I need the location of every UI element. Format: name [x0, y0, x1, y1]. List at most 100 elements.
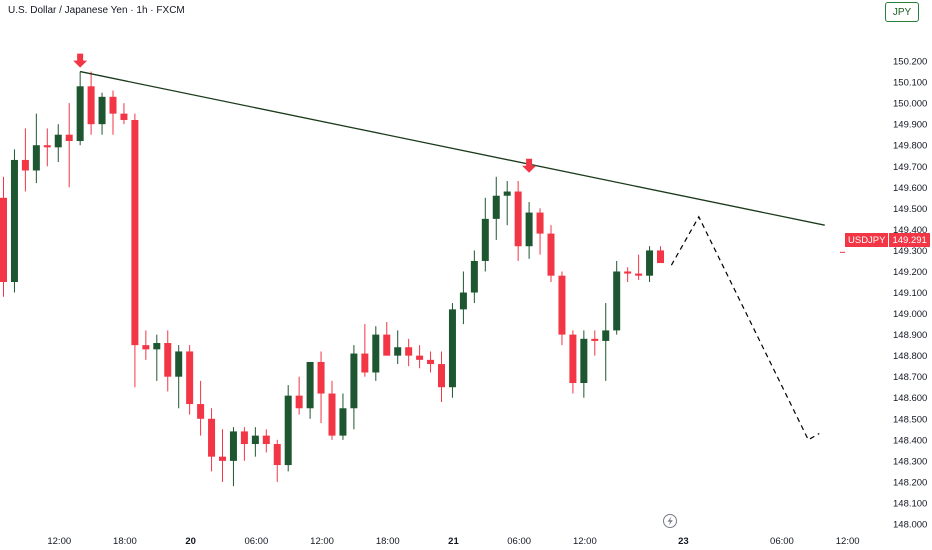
candle: [197, 380, 205, 436]
candle: [229, 427, 237, 487]
time-tick-label: 12:00: [573, 536, 597, 547]
candle: [591, 330, 599, 356]
candle: [569, 330, 577, 394]
time-tick-label: 12:00: [310, 536, 334, 547]
candle-body: [361, 353, 369, 373]
candle-body: [372, 334, 380, 373]
candle-body: [317, 361, 325, 394]
candle: [602, 303, 610, 381]
lightning-icon[interactable]: [663, 514, 677, 528]
candle-body: [328, 393, 336, 436]
time-tick-label: 06:00: [770, 536, 794, 547]
candle: [481, 197, 489, 272]
candle-body: [120, 113, 128, 120]
price-tick-label: 149.500: [893, 204, 927, 215]
price-tick-label: 149.700: [893, 162, 927, 173]
candle: [405, 338, 413, 367]
candle: [175, 345, 183, 409]
candle-body: [405, 347, 413, 356]
price-tick-label: 148.300: [893, 456, 927, 467]
candle-body: [591, 338, 599, 341]
candle: [240, 427, 248, 461]
candle: [547, 225, 555, 282]
candle: [580, 330, 588, 398]
projection-path: [670, 215, 820, 441]
trendline: [80, 70, 825, 226]
candle-body: [646, 250, 654, 276]
price-tick-label: 148.600: [893, 393, 927, 404]
candle: [262, 429, 270, 453]
time-tick-label: 23: [678, 536, 689, 547]
time-tick-label: 21: [448, 536, 459, 547]
candle: [350, 345, 358, 430]
chart-title: U.S. Dollar / Japanese Yen · 1h · FXCM: [8, 5, 185, 16]
candle-body: [229, 431, 237, 461]
time-tick-label: 12:00: [47, 536, 71, 547]
candle-body: [580, 338, 588, 384]
candle: [339, 393, 347, 440]
candle: [525, 202, 533, 259]
candle: [32, 113, 40, 184]
price-tick-label: 149.300: [893, 246, 927, 257]
candle: [635, 254, 643, 280]
candle-body: [536, 212, 544, 234]
candle: [0, 176, 7, 297]
candle-body: [262, 435, 270, 445]
candle-body: [470, 260, 478, 293]
candle-body: [613, 271, 621, 331]
candlestick-series: [0, 71, 664, 487]
candle-body: [186, 351, 194, 405]
candle-body: [273, 444, 281, 466]
candle-body: [32, 145, 40, 171]
candle-body: [383, 334, 391, 356]
candle-body: [635, 273, 643, 276]
price-tick-label: 148.800: [893, 351, 927, 362]
candle: [470, 250, 478, 304]
price-tick-label: 149.000: [893, 309, 927, 320]
candle-body: [109, 96, 117, 114]
candle: [98, 92, 106, 135]
candle-body: [175, 351, 183, 377]
time-tick-label: 18:00: [376, 536, 400, 547]
candle: [657, 246, 664, 264]
price-tick-label: 150.200: [893, 57, 927, 68]
arrow-down-icon: [73, 53, 88, 68]
time-tick-label: 06:00: [244, 536, 268, 547]
candle-body: [481, 218, 489, 261]
candle: [383, 321, 391, 356]
last-price-value: 149.291: [889, 233, 930, 247]
candle: [186, 345, 194, 415]
currency-button[interactable]: JPY: [885, 2, 919, 22]
time-tick-label: 06:00: [507, 536, 531, 547]
candle-body: [219, 456, 226, 461]
candle: [448, 303, 456, 398]
time-axis[interactable]: 12:00 18:00 20 06:00 12:00 18:00 21 06:00 12:00 2…: [47, 536, 859, 547]
candle: [153, 334, 161, 381]
candle-body: [624, 271, 632, 274]
candle: [54, 124, 62, 163]
price-tick-label: 148.500: [893, 414, 927, 425]
price-axis[interactable]: 150.200 150.100 150.000 149.900 149.800 149.7…: [840, 57, 927, 531]
candle: [109, 90, 117, 135]
candle-body: [10, 159, 18, 282]
candle: [43, 128, 51, 167]
candle-body: [569, 334, 577, 384]
candle: [536, 208, 544, 255]
arrow-down-icon: [522, 158, 537, 173]
candle: [438, 351, 445, 402]
price-tick-label: 149.600: [893, 183, 927, 194]
price-tick-label: 148.100: [893, 498, 927, 509]
candle-body: [164, 343, 172, 377]
candle-body: [657, 250, 664, 264]
candle: [295, 376, 303, 415]
price-tick-label: 150.100: [893, 78, 927, 89]
candle-body: [306, 361, 314, 409]
price-tick-label: 150.000: [893, 99, 927, 110]
candle: [613, 260, 621, 335]
candle: [459, 271, 467, 325]
price-tick-label: 148.000: [893, 520, 927, 531]
candle-body: [438, 364, 445, 388]
candle-body: [394, 347, 402, 356]
candle-body: [416, 355, 424, 360]
